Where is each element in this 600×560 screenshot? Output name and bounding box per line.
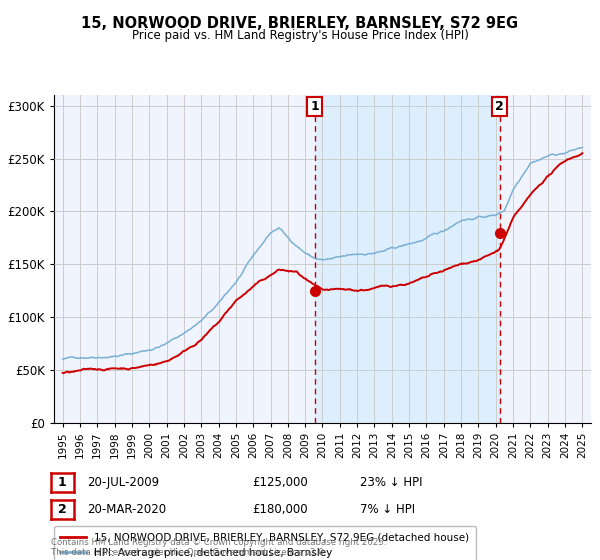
Text: 15, NORWOOD DRIVE, BRIERLEY, BARNSLEY, S72 9EG: 15, NORWOOD DRIVE, BRIERLEY, BARNSLEY, S… [82,16,518,31]
Text: 2: 2 [58,503,67,516]
Legend: 15, NORWOOD DRIVE, BRIERLEY, BARNSLEY, S72 9EG (detached house), HPI: Average pr: 15, NORWOOD DRIVE, BRIERLEY, BARNSLEY, S… [54,526,476,560]
Text: 23% ↓ HPI: 23% ↓ HPI [360,476,422,489]
Text: Price paid vs. HM Land Registry's House Price Index (HPI): Price paid vs. HM Land Registry's House … [131,29,469,42]
Text: 1: 1 [310,100,319,113]
Text: £180,000: £180,000 [252,503,308,516]
Text: 20-JUL-2009: 20-JUL-2009 [87,476,159,489]
Text: 7% ↓ HPI: 7% ↓ HPI [360,503,415,516]
Text: 2: 2 [495,100,504,113]
Bar [315,95,500,423]
Text: 1: 1 [58,476,67,489]
Text: £125,000: £125,000 [252,476,308,489]
Text: 20-MAR-2020: 20-MAR-2020 [87,503,166,516]
Text: Contains HM Land Registry data © Crown copyright and database right 2025.
This d: Contains HM Land Registry data © Crown c… [51,538,386,557]
